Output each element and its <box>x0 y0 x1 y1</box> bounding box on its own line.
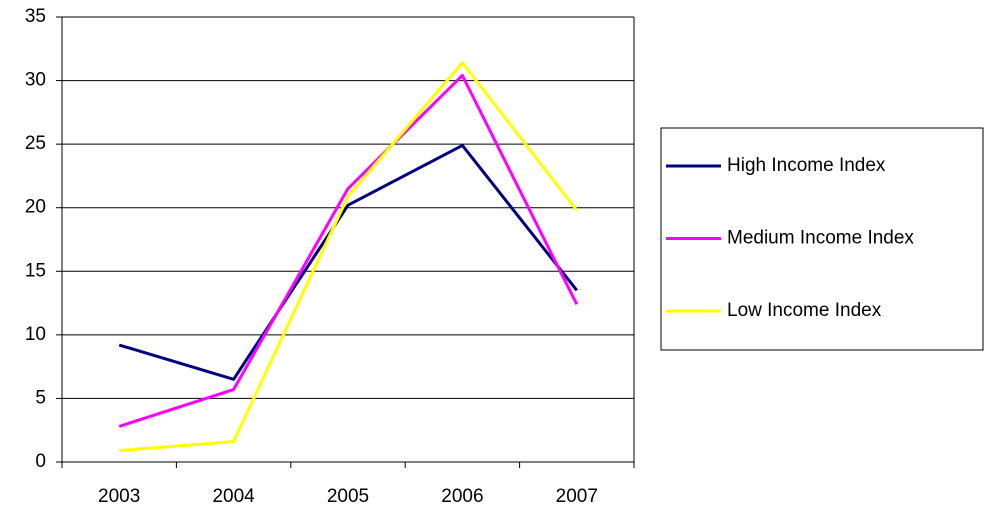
y-tick-label: 10 <box>25 324 46 345</box>
y-tick-label: 0 <box>35 451 46 472</box>
x-tick-label: 2007 <box>556 486 598 507</box>
x-tick-label: 2005 <box>327 486 369 507</box>
series-line <box>119 61 578 453</box>
y-tick-label: 25 <box>25 133 46 154</box>
legend-label: Medium Income Index <box>727 228 914 249</box>
y-tick-label: 35 <box>25 6 46 27</box>
y-tick-label: 15 <box>25 260 46 281</box>
series-line <box>118 143 578 381</box>
x-tick-label: 2003 <box>98 486 140 507</box>
y-tick-label: 30 <box>25 70 46 91</box>
legend-label: High Income Index <box>727 155 886 176</box>
x-tick-label: 2006 <box>441 486 483 507</box>
y-tick-label: 5 <box>35 387 46 408</box>
y-tick-label: 20 <box>25 197 46 218</box>
x-tick-label: 2004 <box>212 486 255 507</box>
legend-label: Low Income Index <box>727 300 882 321</box>
series-line <box>118 73 579 428</box>
